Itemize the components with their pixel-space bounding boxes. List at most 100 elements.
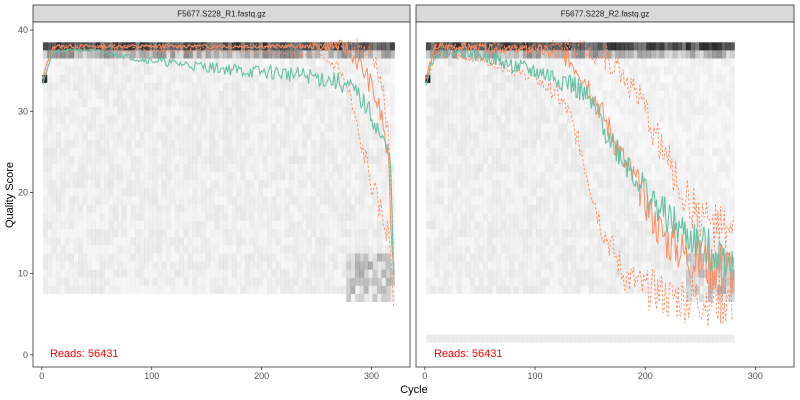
heatmap-cell (337, 180, 343, 189)
heatmap-cell (430, 334, 435, 343)
heatmap-cell (166, 172, 171, 181)
heatmap-cell (677, 132, 682, 140)
heatmap-cell (324, 261, 329, 270)
heatmap-cell (597, 269, 603, 278)
heatmap-cell (712, 50, 718, 59)
heatmap-cell (210, 131, 215, 140)
heatmap-cell (122, 278, 127, 286)
heatmap-cell (531, 99, 537, 108)
heatmap-cell (179, 50, 184, 59)
heatmap-cell (236, 115, 241, 124)
heatmap-cell (319, 115, 325, 124)
heatmap-cell (192, 131, 198, 140)
heatmap-cell (553, 237, 559, 246)
heatmap-cell (328, 91, 334, 100)
heatmap-cell (575, 66, 581, 75)
heatmap-cell (536, 50, 541, 59)
heatmap-cell (483, 334, 488, 343)
heatmap-cell (306, 269, 312, 278)
heatmap-cell (47, 172, 52, 181)
heatmap-cell (514, 245, 519, 254)
heatmap-cell (509, 229, 515, 238)
heatmap-cell (650, 277, 656, 286)
heatmap-cell (637, 220, 643, 229)
heatmap-cell (708, 58, 713, 67)
heatmap-cell (655, 50, 660, 59)
heatmap-cell (615, 245, 621, 254)
heatmap-cell (492, 188, 497, 197)
heatmap-cell (597, 82, 603, 91)
heatmap-cell (381, 196, 387, 205)
heatmap-cell (505, 220, 510, 229)
heatmap-cell (91, 253, 96, 261)
heatmap-cell (192, 220, 198, 229)
heatmap-cell (589, 107, 594, 116)
heatmap-cell (162, 124, 167, 132)
heatmap-cell (69, 261, 74, 270)
heatmap-cell (624, 42, 629, 51)
heatmap-cell (518, 285, 524, 294)
heatmap-cell (571, 155, 577, 164)
heatmap-cell (553, 277, 559, 286)
heatmap-cell (271, 123, 277, 132)
heatmap-cell (488, 262, 493, 270)
heatmap-cell (302, 115, 307, 123)
heatmap-cell (522, 115, 528, 124)
heatmap-cell (597, 74, 603, 83)
heatmap-cell (593, 285, 599, 294)
heatmap-cell (474, 285, 480, 294)
heatmap-cell (496, 196, 502, 205)
heatmap-cell (350, 293, 356, 302)
heatmap-cell (108, 237, 114, 246)
heatmap-cell (686, 99, 691, 108)
heatmap-cell (522, 229, 528, 238)
heatmap-cell (104, 75, 109, 83)
heatmap-cell (324, 180, 329, 189)
heatmap-cell (214, 50, 220, 59)
heatmap-cell (262, 107, 268, 116)
heatmap-cell (544, 196, 550, 205)
heatmap-cell (624, 124, 629, 132)
heatmap-cell (500, 220, 506, 229)
heatmap-cell (236, 107, 241, 116)
heatmap-cell (611, 172, 616, 180)
heatmap-cell (293, 253, 299, 262)
heatmap-cell (130, 253, 136, 262)
heatmap-cell (275, 261, 281, 270)
heatmap-cell (664, 140, 669, 148)
heatmap-cell (589, 188, 594, 197)
heatmap-cell (254, 180, 259, 188)
heatmap-cell (201, 261, 206, 270)
heatmap-cell (100, 74, 105, 83)
heatmap-cell (554, 124, 559, 132)
heatmap-cell (51, 253, 57, 262)
heatmap-cell (122, 139, 127, 148)
heatmap-cell (161, 42, 167, 51)
heatmap-cell (496, 164, 502, 173)
heatmap-cell (183, 245, 189, 254)
heatmap-cell (87, 132, 92, 140)
heatmap-cell (297, 42, 303, 51)
heatmap-cell (452, 261, 458, 270)
heatmap-cell (624, 139, 629, 148)
heatmap-cell (100, 285, 105, 294)
heatmap-cell (523, 221, 528, 229)
facet-title-r1: F5677.S228_R1.fastq.gz (177, 10, 266, 19)
heatmap-cell (249, 42, 255, 51)
heatmap-cell (500, 74, 506, 83)
heatmap-cell (703, 139, 709, 148)
heatmap-cell (430, 164, 435, 173)
heatmap-cell (179, 147, 184, 156)
heatmap-cell (135, 212, 140, 221)
heatmap-cell (465, 220, 471, 229)
heatmap-cell (725, 269, 731, 278)
heatmap-cell (302, 123, 307, 132)
heatmap-cell (95, 50, 101, 59)
heatmap-cell (152, 277, 158, 286)
heatmap-cell (342, 278, 347, 286)
heatmap-cell (527, 245, 532, 254)
heatmap-cell (139, 180, 145, 189)
heatmap-cell (61, 67, 66, 75)
heatmap-cell (505, 115, 510, 124)
heatmap-cell (456, 245, 462, 254)
